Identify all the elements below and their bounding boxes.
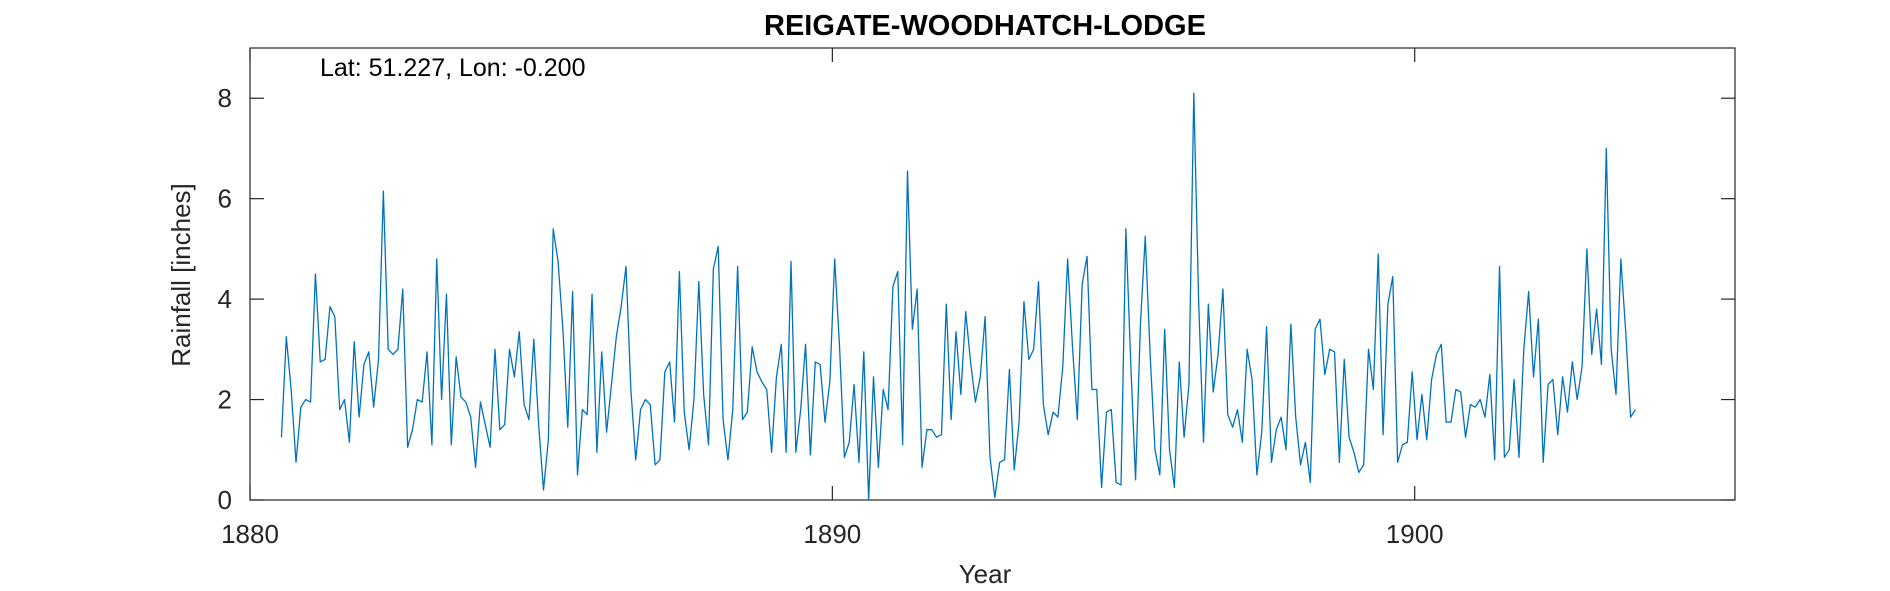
- x-tick-label: 1880: [221, 519, 279, 549]
- x-tick-label: 1890: [803, 519, 861, 549]
- y-tick-label: 2: [218, 385, 232, 415]
- plot-axes: [249, 47, 1736, 501]
- y-tick-label: 8: [218, 83, 232, 113]
- axis-tick-labels: 1880 1890 1900 0 2 4 6 8: [218, 83, 1444, 549]
- plot-box: [249, 47, 1736, 501]
- x-axis-label: Year: [959, 559, 1012, 589]
- plot-area: [280, 92, 1636, 501]
- y-axis-label: Rainfall [inches]: [166, 183, 196, 367]
- rainfall-series-line: [280, 92, 1636, 501]
- y-tick-label: 0: [218, 485, 232, 515]
- axis-ticks: [249, 48, 1735, 501]
- y-tick-label: 6: [218, 184, 232, 214]
- location-annotation: Lat: 51.227, Lon: -0.200: [320, 54, 586, 82]
- y-tick-label: 4: [218, 284, 232, 314]
- chart-title: REIGATE-WOODHATCH-LODGE: [764, 10, 1206, 42]
- x-tick-label: 1900: [1386, 519, 1444, 549]
